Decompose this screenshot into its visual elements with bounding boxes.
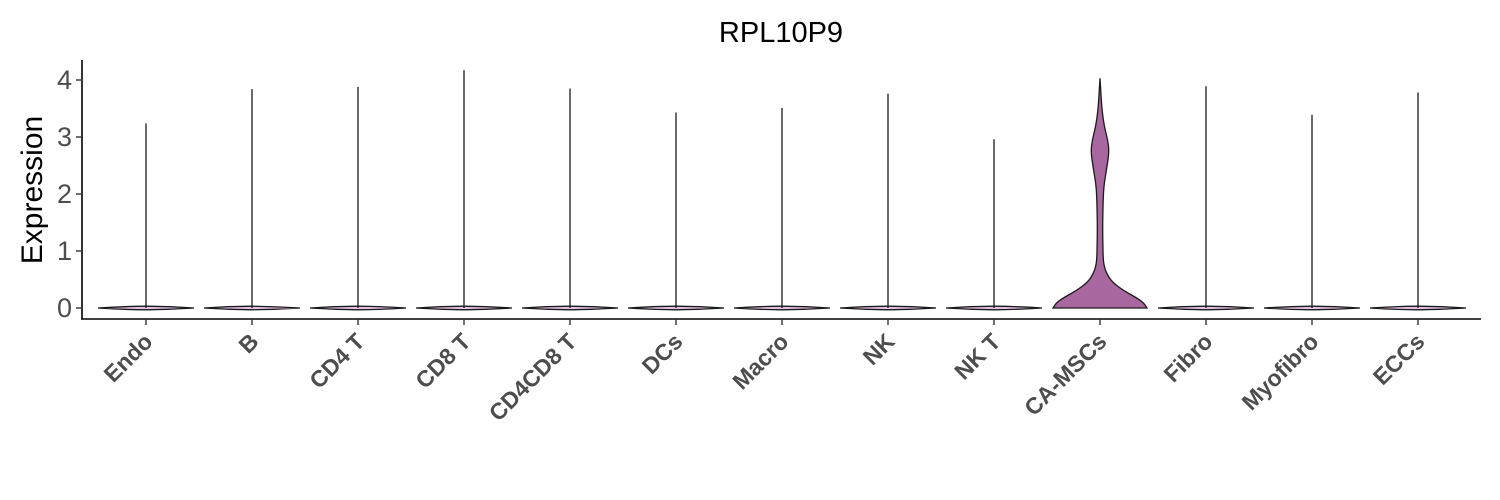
y-tick-label: 0 <box>57 293 72 323</box>
x-tick-label: B <box>233 328 263 358</box>
x-tick-label: Macro <box>727 328 793 394</box>
x-tick-label: NK <box>858 328 900 370</box>
x-tick-label: NK T <box>949 328 1005 384</box>
x-tick-label: CD4CD8 T <box>484 328 582 426</box>
x-tick-label: CD8 T <box>410 328 475 393</box>
y-axis-label: Expression <box>16 116 49 264</box>
x-tick-label: DCs <box>637 328 688 379</box>
x-ticks: Endo B CD4 T CD8 T CD4CD8 T DCs Macro NK NK T CA-… <box>98 319 1430 426</box>
y-ticks: 0 1 2 3 4 <box>57 65 82 323</box>
x-tick-label: Fibro <box>1158 328 1217 387</box>
y-tick-label: 1 <box>57 236 72 266</box>
violin-group <box>97 70 1467 311</box>
x-tick-label: Endo <box>98 328 157 387</box>
x-tick-label: CD4 T <box>304 328 369 393</box>
x-tick-label: ECCs <box>1368 328 1430 390</box>
y-tick-label: 2 <box>57 179 72 209</box>
violin-ca-mscs <box>1051 78 1149 309</box>
chart-title: RPL10P9 <box>719 17 843 49</box>
y-tick-label: 3 <box>57 122 72 152</box>
x-tick-label: Myofibro <box>1236 328 1323 415</box>
x-tick-label: CA-MSCs <box>1019 328 1111 420</box>
y-tick-label: 4 <box>57 65 72 95</box>
